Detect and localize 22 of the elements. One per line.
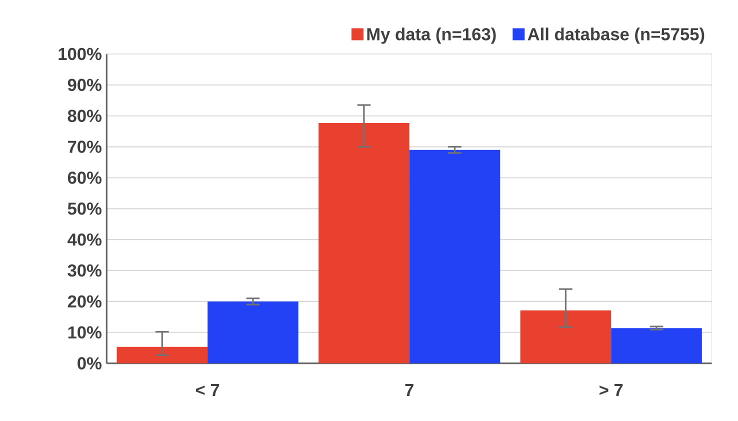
y-tick-label: 0% <box>78 357 102 370</box>
y-tick-label: 40% <box>68 234 102 246</box>
y-tick-label: 50% <box>68 202 102 215</box>
bar <box>520 310 612 364</box>
y-tick-label: 60% <box>68 172 102 184</box>
legend-label: My data (n=163) <box>367 28 496 44</box>
x-tick-label: > 7 <box>600 384 623 396</box>
x-tick-label: 7 <box>405 384 414 396</box>
bar <box>611 328 702 364</box>
y-tick-label: 100% <box>58 48 102 60</box>
y-tick-label: 30% <box>68 264 102 277</box>
bar <box>409 150 500 364</box>
legend-label: All database (n=5755) <box>528 28 704 44</box>
x-tick-label: < 7 <box>196 384 220 396</box>
bar <box>318 123 410 364</box>
y-tick-label: 80% <box>68 110 102 122</box>
y-tick-label: 90% <box>68 78 102 92</box>
y-tick-label: 70% <box>68 140 102 154</box>
y-tick-label: 10% <box>68 326 102 339</box>
bar <box>116 347 208 364</box>
bar <box>208 302 298 364</box>
y-tick-label: 20% <box>68 295 102 308</box>
